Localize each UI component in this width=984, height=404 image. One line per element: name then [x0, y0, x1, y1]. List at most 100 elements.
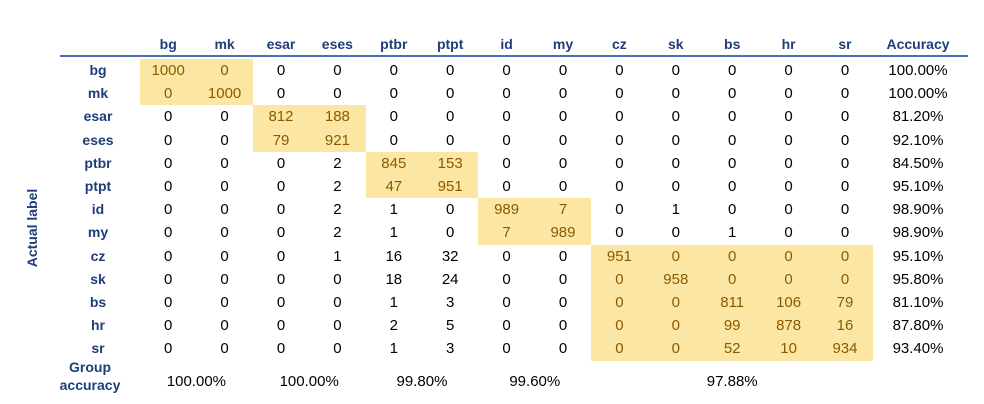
cell-mk-id: 0 — [502, 85, 511, 103]
cell-id-cz: 0 — [615, 201, 624, 219]
cell-cz-mk: 0 — [220, 247, 229, 265]
cell-esar-eses: 188 — [309, 105, 366, 129]
cell-mk-esar: 0 — [276, 85, 286, 103]
cell-ptbr-hr: 0 — [784, 154, 793, 172]
cell-bs-sk: 0 — [647, 291, 704, 315]
cell-id-ptbr: 1 — [389, 201, 398, 219]
cell-bg-ptpt: 0 — [446, 62, 455, 79]
row-label-sk: sk — [90, 270, 106, 287]
cell-ptbr-bs: 0 — [728, 154, 737, 172]
cell-my-eses: 2 — [333, 224, 342, 242]
row-label-hr: hr — [91, 317, 105, 334]
column-header-bg: bg — [159, 36, 177, 52]
cell-esar-mk: 0 — [220, 108, 229, 126]
cell-esar-cz: 0 — [615, 108, 624, 126]
cell-mk-sr: 0 — [840, 85, 850, 103]
cell-my-ptpt: 0 — [446, 224, 455, 242]
accuracy-mk: 100.00% — [888, 85, 948, 103]
accuracy-sr: 93.40% — [892, 340, 944, 358]
cell-sk-id: 0 — [502, 270, 511, 288]
cell-id-bs: 0 — [728, 201, 737, 219]
cell-sr-esar: 0 — [276, 340, 286, 358]
cell-bg-ptbr: 0 — [389, 62, 398, 79]
cell-hr-esar: 0 — [276, 317, 286, 335]
cell-eses-ptbr: 0 — [389, 131, 398, 149]
cell-cz-ptbr: 16 — [385, 247, 403, 265]
cell-sk-my: 0 — [558, 270, 568, 288]
cell-ptpt-hr: 0 — [784, 178, 793, 195]
cell-bs-my: 0 — [558, 294, 568, 311]
accuracy-bg: 100.00% — [888, 62, 948, 79]
cell-my-bs: 1 — [728, 224, 737, 242]
cell-hr-ptbr: 2 — [389, 317, 398, 335]
cell-sr-sk: 0 — [647, 337, 704, 361]
cell-hr-bs: 99 — [704, 314, 761, 338]
cell-hr-sk: 0 — [647, 314, 704, 338]
accuracy-sk: 95.80% — [892, 270, 944, 288]
cell-sk-bs: 0 — [704, 267, 761, 291]
cell-sr-hr: 10 — [760, 337, 817, 361]
cell-cz-esar: 0 — [276, 247, 286, 265]
cell-id-my: 7 — [534, 198, 592, 222]
cell-ptbr-mk: 0 — [220, 154, 229, 172]
cell-bg-my: 0 — [558, 62, 568, 79]
row-label-esar: esar — [83, 108, 113, 125]
cell-ptbr-eses: 2 — [333, 154, 342, 172]
column-header-sk: sk — [668, 36, 684, 52]
column-header-bs: bs — [724, 36, 741, 52]
cell-sk-sr: 0 — [816, 267, 874, 291]
cell-sk-sk: 958 — [647, 267, 704, 291]
cell-bs-eses: 0 — [333, 294, 342, 311]
row-label-eses: eses — [82, 131, 114, 148]
cell-hr-eses: 0 — [333, 317, 342, 335]
cell-sr-id: 0 — [502, 340, 511, 358]
cell-bs-hr: 106 — [760, 291, 817, 315]
cell-eses-eses: 921 — [309, 128, 366, 152]
cell-my-ptbr: 1 — [389, 224, 398, 242]
cell-cz-sk: 0 — [647, 244, 704, 268]
cell-mk-eses: 0 — [333, 85, 342, 103]
column-header-sr: sr — [838, 36, 852, 52]
cell-bg-bg: 1000 — [140, 59, 197, 83]
cell-sr-ptbr: 1 — [389, 340, 398, 358]
cell-cz-id: 0 — [502, 247, 511, 265]
cell-bs-esar: 0 — [276, 294, 286, 311]
cell-sk-eses: 0 — [333, 270, 342, 288]
cell-esar-esar: 812 — [252, 105, 310, 129]
row-label-cz: cz — [90, 247, 106, 264]
cell-mk-bs: 0 — [728, 85, 737, 103]
cell-cz-ptpt: 32 — [441, 247, 459, 265]
cell-bs-bg: 0 — [164, 294, 173, 311]
cell-my-esar: 0 — [276, 224, 286, 242]
cell-esar-ptbr: 0 — [389, 108, 398, 126]
group-accuracy-label: Group accuracy — [59, 359, 121, 393]
cell-ptpt-id: 0 — [502, 178, 511, 195]
accuracy-ptbr: 84.50% — [892, 154, 944, 172]
cell-my-id: 7 — [478, 221, 535, 245]
cell-sr-bg: 0 — [164, 340, 173, 358]
cell-ptpt-sk: 0 — [671, 178, 680, 195]
cell-mk-sk: 0 — [671, 85, 680, 103]
cell-sk-mk: 0 — [220, 270, 229, 288]
cell-esar-id: 0 — [502, 108, 511, 126]
group-accuracy-3: 99.60% — [509, 373, 561, 390]
cell-bg-sk: 0 — [671, 62, 680, 79]
cell-ptbr-ptpt: 153 — [422, 151, 479, 175]
cell-sr-ptpt: 3 — [446, 340, 455, 358]
cell-id-sk: 1 — [671, 201, 680, 219]
cell-mk-hr: 0 — [784, 85, 793, 103]
cell-mk-bg: 0 — [140, 82, 197, 106]
cell-eses-my: 0 — [558, 131, 568, 149]
cell-cz-bs: 0 — [704, 244, 761, 268]
cell-id-hr: 0 — [784, 201, 793, 219]
cell-sk-esar: 0 — [276, 270, 286, 288]
cell-bs-ptbr: 1 — [389, 294, 398, 311]
cell-hr-cz: 0 — [591, 314, 648, 338]
cell-cz-eses: 1 — [333, 247, 342, 265]
cell-id-ptpt: 0 — [446, 201, 455, 219]
cell-hr-mk: 0 — [220, 317, 229, 335]
row-label-id: id — [91, 201, 105, 218]
cell-bg-mk: 0 — [196, 59, 253, 83]
cell-sk-bg: 0 — [164, 270, 173, 288]
